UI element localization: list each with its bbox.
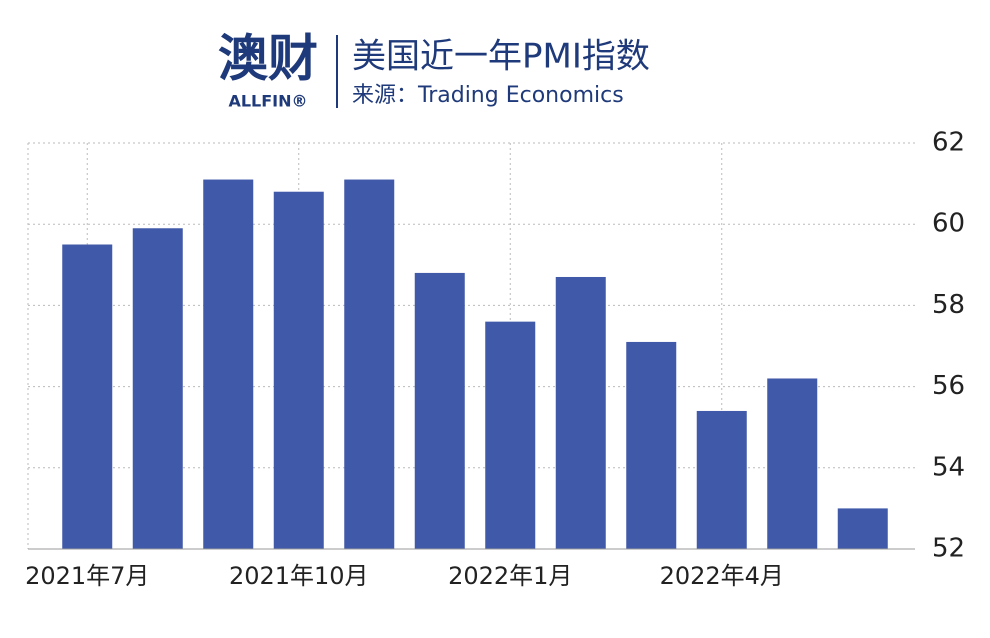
y-tick-label: 58: [932, 290, 965, 320]
bar: [344, 179, 395, 550]
bar: [132, 228, 183, 549]
bar: [485, 321, 536, 549]
bar: [696, 410, 747, 549]
bar: [203, 179, 254, 550]
bar: [555, 276, 606, 549]
y-tick-label: 60: [932, 209, 965, 239]
source: 来源：Trading Economics: [352, 83, 624, 108]
y-tick-label: 54: [932, 452, 965, 482]
bar: [414, 272, 465, 549]
bar: [626, 341, 677, 549]
bar: [767, 378, 818, 549]
y-tick-label: 56: [932, 371, 965, 401]
logo-sub: ALLFIN®: [228, 92, 307, 111]
y-tick-label: 62: [932, 128, 965, 158]
bar: [62, 244, 113, 549]
bar: [273, 191, 324, 549]
x-tick-label: 2022年4月: [660, 562, 784, 590]
x-tick-label: 2021年10月: [229, 562, 369, 590]
logo: 澳财: [218, 30, 318, 88]
bar: [837, 508, 888, 549]
y-tick-label: 52: [932, 534, 965, 564]
title: 美国近一年PMI指数: [352, 37, 650, 77]
x-tick-label: 2022年1月: [448, 562, 572, 590]
x-tick-label: 2021年7月: [25, 562, 149, 590]
